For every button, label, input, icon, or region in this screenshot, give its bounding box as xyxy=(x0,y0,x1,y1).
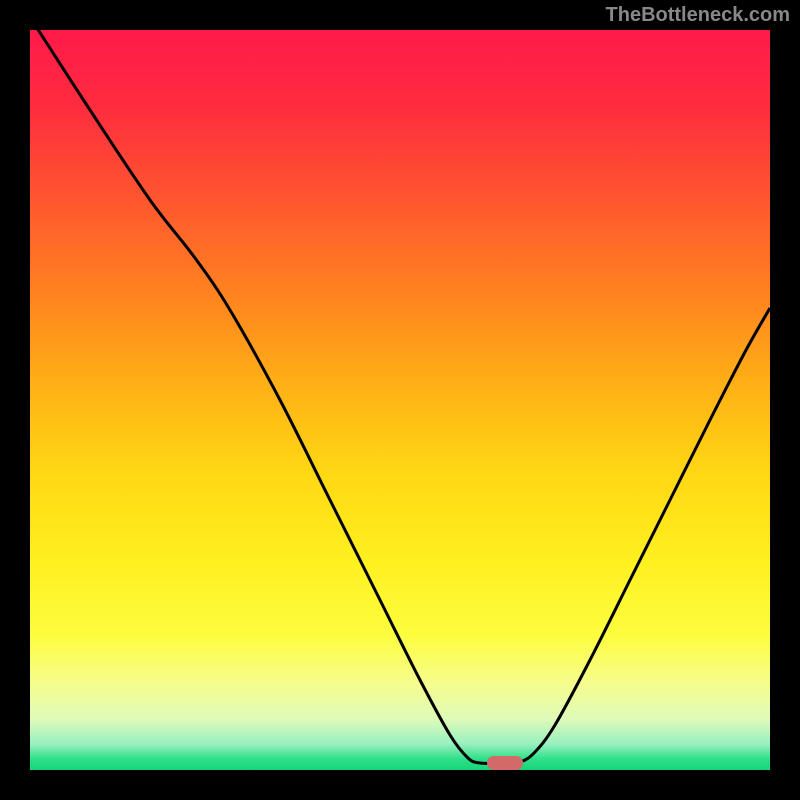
plot-background xyxy=(30,30,770,770)
bottleneck-chart xyxy=(0,0,800,800)
watermark-text: TheBottleneck.com xyxy=(606,4,790,27)
chart-container: TheBottleneck.com xyxy=(0,0,800,800)
optimum-marker xyxy=(487,756,523,770)
